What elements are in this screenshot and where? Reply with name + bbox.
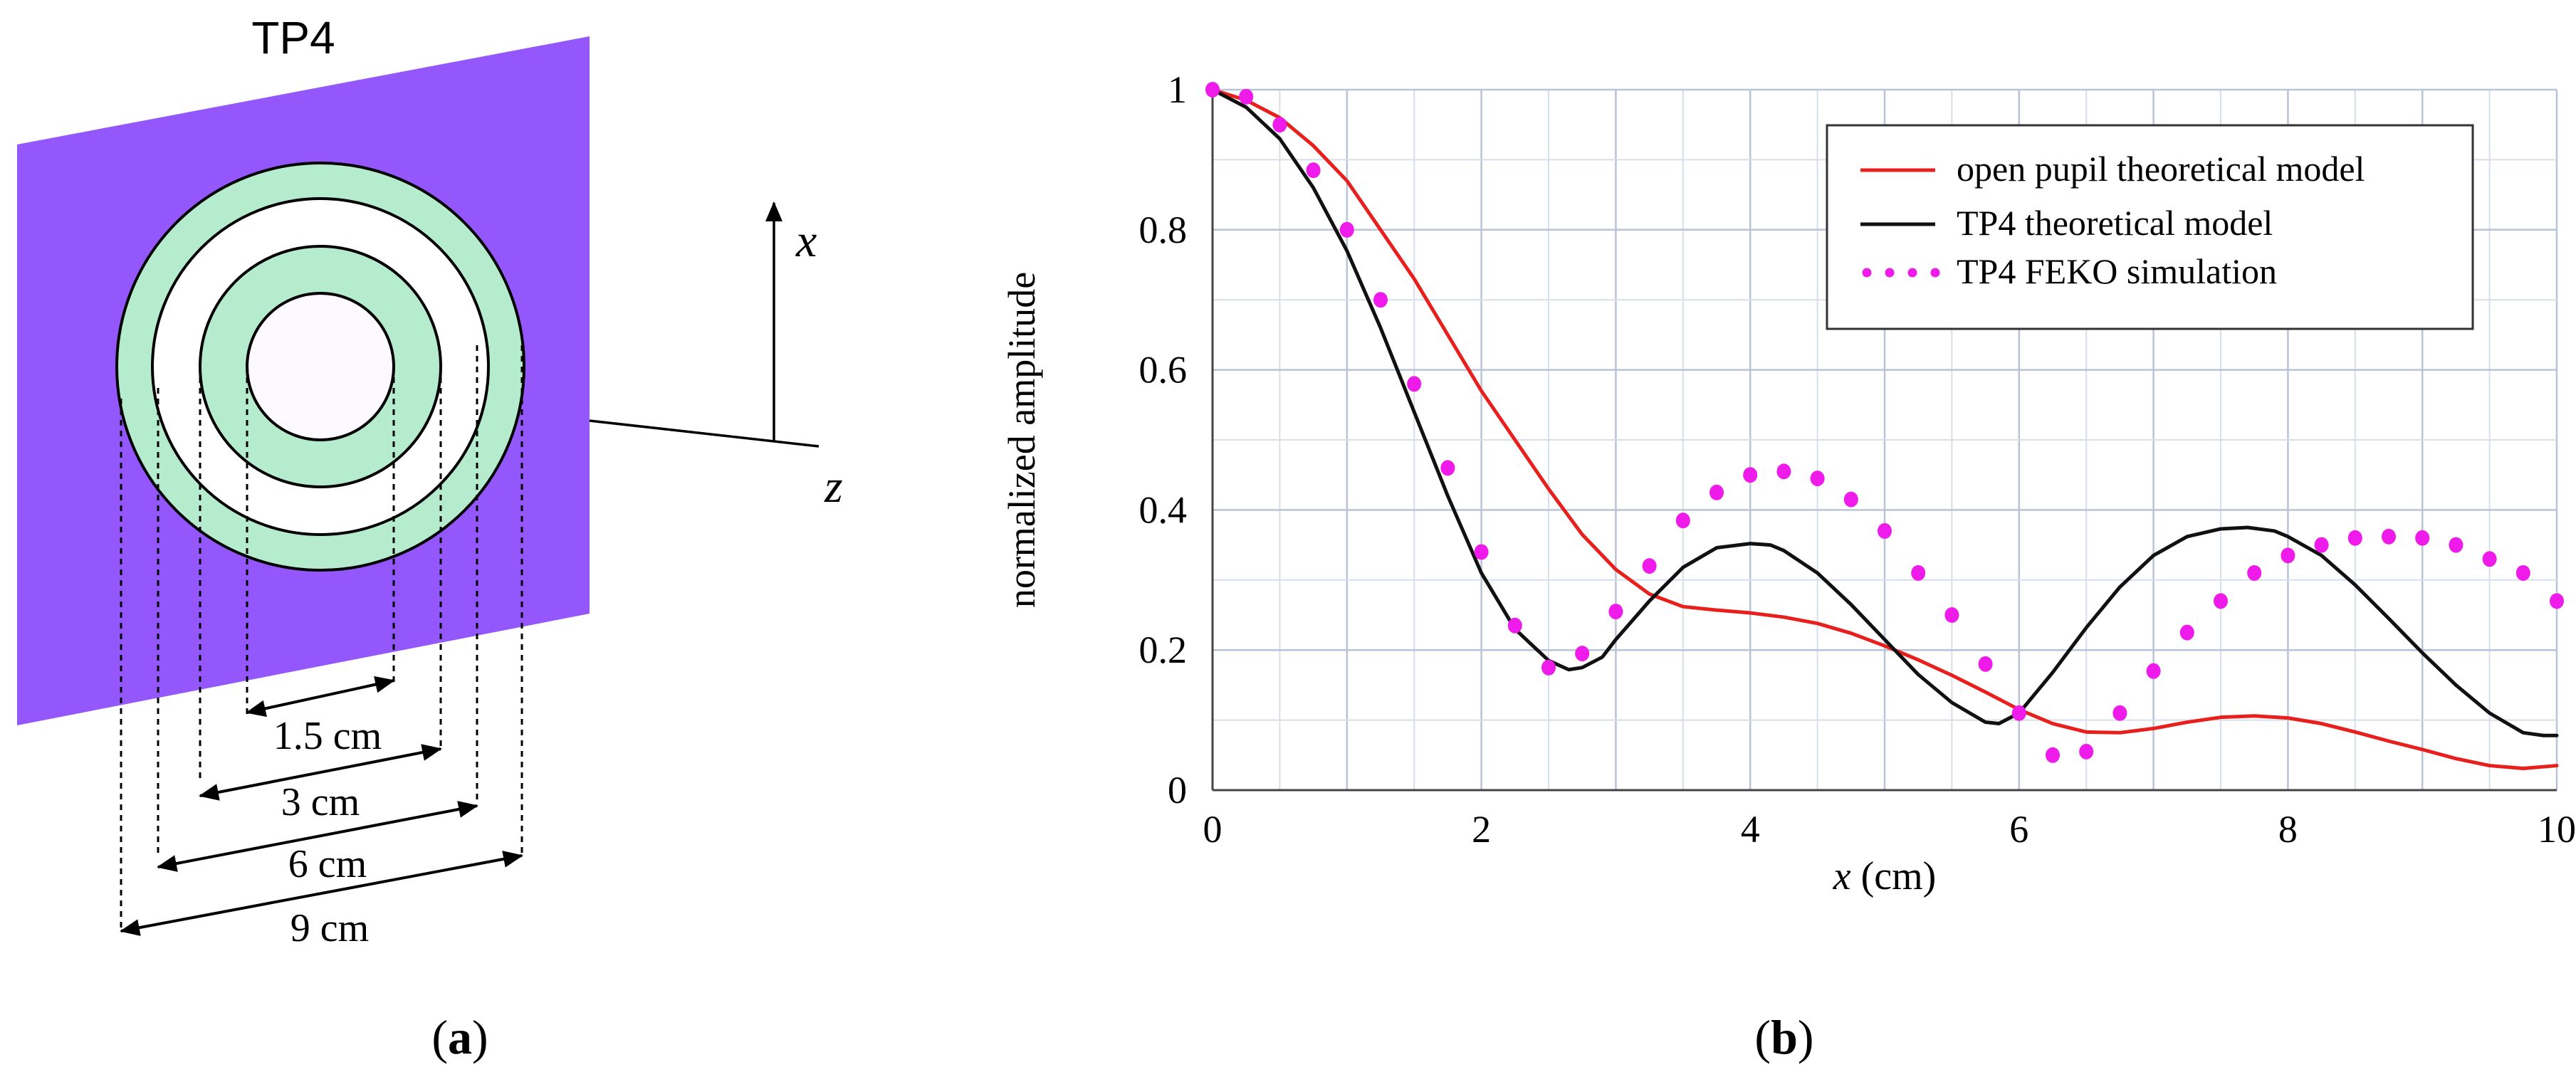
data-point bbox=[1239, 88, 1254, 105]
data-point bbox=[1776, 463, 1791, 480]
plot-axes bbox=[1211, 90, 2557, 792]
data-point bbox=[2146, 663, 2161, 679]
legend-swatch-dot bbox=[1907, 268, 1917, 278]
data-point bbox=[1205, 82, 1220, 98]
axis-label-x: x bbox=[795, 215, 817, 267]
y-tick-label: 0.6 bbox=[1139, 349, 1188, 392]
y-axis-title: normalized amplitude bbox=[1000, 272, 1043, 608]
dimension-label-3cm: 3 cm bbox=[281, 780, 360, 824]
data-point bbox=[1608, 604, 1623, 620]
dimension-arrow-1.5cm bbox=[246, 676, 395, 718]
data-point bbox=[2011, 705, 2026, 721]
chart-tick-labels: 0 2 4 6 8 10 0 0.2 0.4 0.6 0.8 1 bbox=[1139, 68, 2576, 851]
panel-a-schematic: TP4 bbox=[17, 12, 843, 1064]
data-point bbox=[1272, 117, 1287, 133]
x-tick-label: 4 bbox=[1741, 808, 1760, 851]
data-point bbox=[2415, 530, 2430, 546]
data-point bbox=[1878, 522, 1892, 539]
data-point bbox=[2449, 537, 2464, 553]
data-point bbox=[2482, 551, 2497, 567]
panel-a-caption: (a) bbox=[431, 1010, 488, 1064]
projection-dashed-lines bbox=[120, 345, 523, 932]
data-point bbox=[2550, 593, 2564, 609]
data-point bbox=[1306, 162, 1321, 179]
data-point bbox=[1675, 513, 1690, 529]
y-tick-label: 0.2 bbox=[1139, 629, 1188, 671]
data-point bbox=[2179, 624, 2194, 641]
dimension-label-1.5cm: 1.5 cm bbox=[273, 714, 382, 758]
data-point bbox=[2112, 705, 2127, 721]
x-tick-label: 8 bbox=[2278, 808, 2298, 851]
x-tick-label: 2 bbox=[1472, 808, 1491, 851]
data-point bbox=[2314, 537, 2329, 553]
data-point bbox=[1710, 484, 1724, 500]
data-point bbox=[2046, 747, 2060, 763]
dimension-arrow-9cm bbox=[120, 851, 523, 936]
data-point bbox=[1843, 491, 1858, 508]
data-point bbox=[1339, 221, 1354, 238]
data-point bbox=[2382, 528, 2396, 545]
data-point bbox=[1575, 646, 1590, 662]
data-point bbox=[1541, 659, 1556, 676]
dimension-label-6cm: 6 cm bbox=[288, 842, 367, 886]
x-tick-label: 0 bbox=[1203, 808, 1222, 851]
propagation-axis-line bbox=[589, 419, 820, 448]
dimension-arrow-3cm bbox=[199, 744, 442, 801]
data-point bbox=[1944, 607, 1959, 623]
x-tick-label: 10 bbox=[2538, 808, 2576, 851]
x-tick-label: 6 bbox=[2009, 808, 2028, 851]
data-point bbox=[2515, 564, 2530, 581]
chart-legend: open pupil theoretical model TP4 theoreti… bbox=[1826, 124, 2474, 330]
legend-swatch-dot bbox=[1930, 268, 1940, 278]
axis-label-z: z bbox=[824, 461, 843, 513]
data-point bbox=[2347, 530, 2362, 546]
tp4-title: TP4 bbox=[251, 12, 335, 63]
y-tick-label: 0.4 bbox=[1139, 488, 1188, 531]
data-point bbox=[2247, 564, 2262, 581]
data-point bbox=[1978, 656, 1993, 672]
y-tick-label: 0 bbox=[1168, 769, 1187, 811]
x-axis-title: x (cm) bbox=[1833, 854, 1937, 898]
data-point bbox=[2079, 743, 2094, 760]
data-point bbox=[1507, 617, 1522, 634]
data-point bbox=[2214, 593, 2228, 609]
legend-swatch-dot bbox=[1885, 268, 1895, 278]
panel-b-caption: (b) bbox=[1754, 1010, 1813, 1064]
dimension-arrows bbox=[120, 676, 523, 936]
legend-box bbox=[1826, 124, 2474, 330]
data-point bbox=[1810, 471, 1825, 487]
y-tick-label: 1 bbox=[1168, 68, 1187, 111]
zone-center-aperture bbox=[246, 292, 395, 441]
series-line-1 bbox=[1210, 88, 2559, 737]
data-point bbox=[2281, 547, 2295, 564]
data-point bbox=[1743, 467, 1758, 483]
y-tick-label: 0.8 bbox=[1139, 209, 1188, 251]
dimension-label-9cm: 9 cm bbox=[290, 906, 369, 950]
legend-label: TP4 theoretical model bbox=[1957, 203, 2273, 243]
series-line-0 bbox=[1210, 88, 2559, 770]
legend-label: open pupil theoretical model bbox=[1957, 149, 2365, 189]
legend-label: TP4 FEKO simulation bbox=[1957, 251, 2277, 291]
panel-b-chart: 0 2 4 6 8 10 0 0.2 0.4 0.6 0.8 1 normalized amplitu… bbox=[1000, 68, 2576, 1064]
legend-swatch-dot bbox=[1862, 268, 1872, 278]
data-point bbox=[1642, 558, 1657, 574]
data-point bbox=[1911, 564, 1926, 581]
data-point bbox=[1474, 544, 1489, 560]
data-point bbox=[1373, 292, 1388, 308]
data-point bbox=[1440, 460, 1455, 476]
chart-series bbox=[1205, 82, 2564, 770]
data-point bbox=[1407, 376, 1422, 392]
